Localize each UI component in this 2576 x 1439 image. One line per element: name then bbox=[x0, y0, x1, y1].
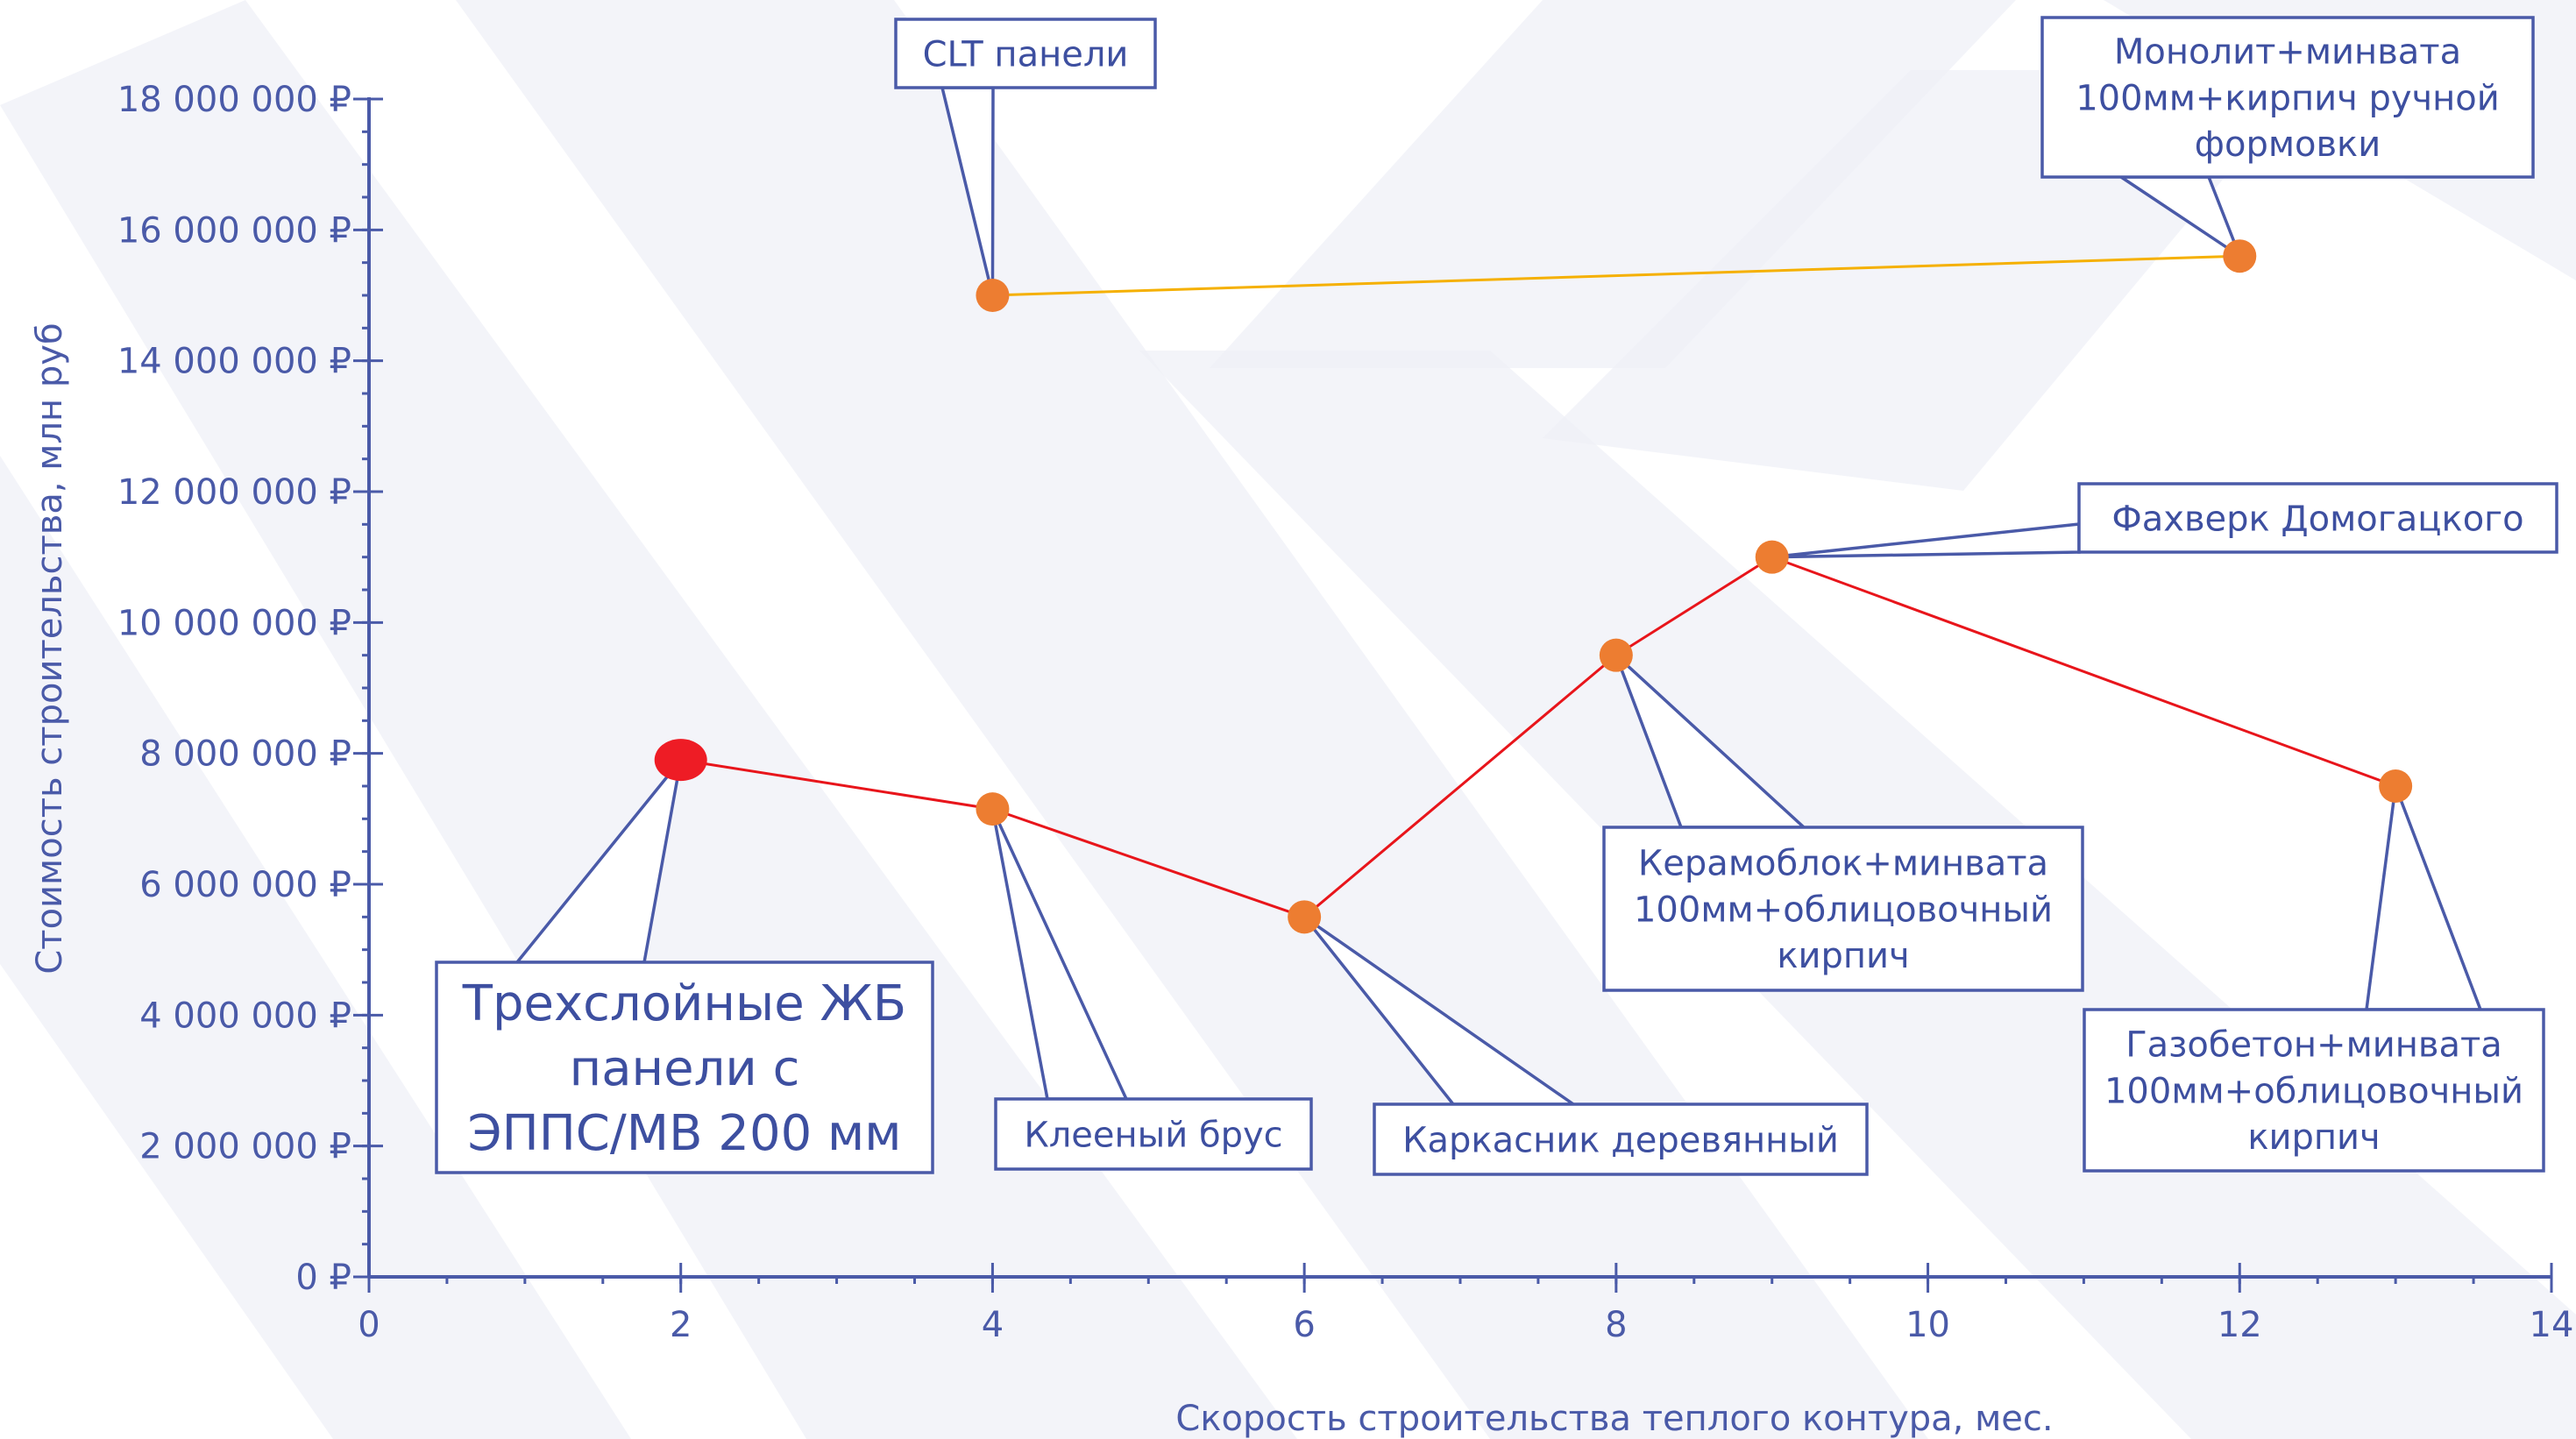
y-tick-label: 18 000 000 ₽ bbox=[117, 80, 351, 120]
callout-frame bbox=[1602, 826, 2084, 992]
callout-label: Трехслойные ЖБ bbox=[462, 975, 906, 1032]
callout-frame bbox=[2077, 482, 2558, 554]
callout-label: 100мм+облицовочный bbox=[1634, 890, 2053, 930]
callout-box: Газобетон+минвата 100мм+облицовочный кирпи… bbox=[2083, 1008, 2545, 1173]
callout-label: Клееный брус bbox=[1024, 1115, 1282, 1155]
callout-label: 100мм+кирпич ручной bbox=[2076, 78, 2500, 118]
x-tick-label: 6 bbox=[1293, 1305, 1315, 1345]
y-tick-label: 2 000 000 ₽ bbox=[139, 1127, 351, 1167]
x-tick-label: 0 bbox=[358, 1305, 380, 1345]
series-lines bbox=[680, 254, 2396, 919]
callout-frame bbox=[894, 18, 1157, 89]
callout-box: Монолит+минвата 100мм+кирпич ручной формов… bbox=[2040, 16, 2535, 179]
callout-box: Трехслойные ЖБ панели с ЭППС/МВ 200 мм bbox=[435, 961, 934, 1174]
x-tick-label: 2 bbox=[670, 1305, 692, 1345]
callout-label: 100мм+облицовочный bbox=[2104, 1071, 2523, 1111]
y-tick-label: 4 000 000 ₽ bbox=[139, 996, 351, 1036]
callout-label: Каркасник деревянный bbox=[1402, 1120, 1839, 1160]
data-point-marker bbox=[2223, 239, 2257, 273]
callout-label: Газобетон+минвата bbox=[2125, 1025, 2502, 1066]
series-line bbox=[680, 556, 2396, 919]
callout-frame bbox=[435, 961, 934, 1174]
callout-box: CLT панели bbox=[894, 18, 1157, 89]
callout-pointers bbox=[514, 86, 2483, 1106]
callout-label: Монолит+минвата bbox=[2114, 32, 2461, 73]
callout-pointer bbox=[1771, 522, 2081, 559]
callout-label: кирпич bbox=[1777, 936, 1909, 976]
x-tick-label: 10 bbox=[1905, 1305, 1950, 1345]
callout-label: формовки bbox=[2195, 124, 2381, 165]
callouts: CLT панели Монолит+минвата 100мм+кирпич ру… bbox=[435, 16, 2558, 1176]
callout-label: Фахверк Домогацкого bbox=[2111, 499, 2523, 539]
y-tick-label: 8 000 000 ₽ bbox=[139, 734, 351, 775]
y-tick-label: 0 ₽ bbox=[295, 1258, 351, 1298]
y-tick-label: 14 000 000 ₽ bbox=[117, 342, 351, 382]
y-tick-label: 12 000 000 ₽ bbox=[117, 472, 351, 513]
callout-label: Керамоблок+минвата bbox=[1638, 844, 2048, 884]
y-axis-title: Стоимость строительства, млн руб bbox=[30, 323, 70, 974]
x-tick-label: 4 bbox=[982, 1305, 1004, 1345]
callout-box: Клееный брус bbox=[994, 1097, 1313, 1171]
callout-label: ЭППС/МВ 200 мм bbox=[467, 1105, 901, 1162]
data-point-marker bbox=[1755, 540, 1789, 574]
callout-frame bbox=[2083, 1008, 2545, 1173]
data-point-marker bbox=[976, 792, 1010, 826]
series-line bbox=[992, 254, 2240, 297]
data-point-marker bbox=[1288, 900, 1322, 934]
callout-frame bbox=[2040, 16, 2535, 179]
callout-label: кирпич bbox=[2247, 1117, 2380, 1158]
x-tick-label: 8 bbox=[1605, 1305, 1627, 1345]
x-tick-label: 14 bbox=[2530, 1305, 2574, 1345]
callout-box: Фахверк Домогацкого bbox=[2077, 482, 2558, 554]
data-point-marker bbox=[1599, 638, 1633, 672]
callout-label: CLT панели bbox=[923, 34, 1129, 74]
callout-box: Керамоблок+минвата 100мм+облицовочный кирп… bbox=[1602, 826, 2084, 992]
callout-frame bbox=[994, 1097, 1313, 1171]
data-point-marker bbox=[976, 279, 1010, 312]
axes: 0 ₽ 2 000 000 ₽ 4 000 000 ₽ 6 000 000 ₽ 8 00… bbox=[117, 80, 2574, 1345]
x-tick-label: 12 bbox=[2218, 1305, 2262, 1345]
data-point-marker bbox=[2379, 769, 2413, 803]
callout-label: панели с bbox=[570, 1040, 800, 1097]
x-axis-title: Скорость строительства теплого контура, … bbox=[1175, 1399, 2053, 1439]
y-tick-label: 10 000 000 ₽ bbox=[117, 603, 351, 643]
data-markers bbox=[654, 239, 2413, 934]
data-point-marker bbox=[654, 739, 707, 782]
callout-pointer bbox=[2365, 785, 2483, 1011]
background-stripe bbox=[0, 0, 1297, 1439]
background-stripe bbox=[0, 456, 631, 1439]
y-tick-label: 16 000 000 ₽ bbox=[117, 210, 351, 251]
background-stripe bbox=[456, 0, 1928, 1439]
y-tick-label: 6 000 000 ₽ bbox=[139, 865, 351, 905]
background-stripe bbox=[1210, 0, 2016, 368]
callout-box: Каркасник деревянный bbox=[1373, 1102, 1869, 1176]
callout-frame bbox=[1373, 1102, 1869, 1176]
